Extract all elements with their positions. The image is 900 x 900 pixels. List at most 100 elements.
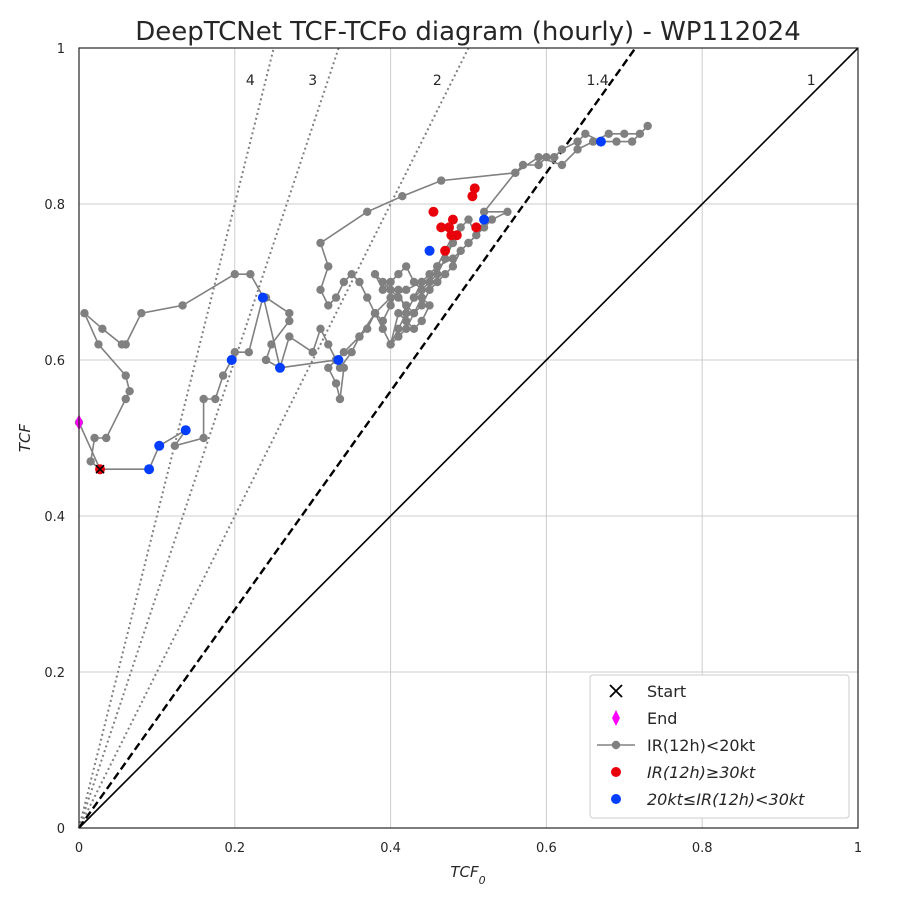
grey-point <box>218 371 228 380</box>
grey-point <box>80 309 89 318</box>
grey-point <box>464 215 473 224</box>
grey-point <box>178 301 187 310</box>
grey-point <box>635 129 645 138</box>
grey-point <box>394 293 403 302</box>
grey-point <box>199 394 208 404</box>
grey-point <box>386 277 395 287</box>
y-tick-label: 0.6 <box>44 354 65 369</box>
grey-point <box>612 137 621 146</box>
grey-point <box>308 348 317 357</box>
grey-point <box>117 340 127 349</box>
grey-point <box>199 433 208 443</box>
ratio-line-1 <box>78 47 859 829</box>
y-tick-label: 0 <box>57 822 65 837</box>
grey-point <box>417 277 426 287</box>
grey-point <box>137 309 146 318</box>
grey-point <box>581 129 590 138</box>
grey-point <box>479 207 489 216</box>
grey-point <box>503 207 512 216</box>
blue-point <box>154 440 165 451</box>
chart-title: DeepTCNet TCF-TCFo diagram (hourly) - WP… <box>135 17 801 47</box>
grey-point <box>378 316 388 326</box>
grey-point <box>417 293 426 302</box>
grey-point <box>370 309 380 318</box>
ratio-label: 2 <box>433 73 442 89</box>
grey-point <box>121 371 130 380</box>
grey-point <box>86 457 95 466</box>
grey-point <box>324 340 333 349</box>
grey-point <box>401 262 411 271</box>
blue-point <box>274 362 285 373</box>
x-tick-label: 0.2 <box>224 841 245 856</box>
grey-point <box>335 394 345 404</box>
grey-point <box>401 316 411 326</box>
grey-point <box>125 387 134 396</box>
grey-point <box>511 168 520 177</box>
blue-point <box>333 355 344 365</box>
legend-dot-icon <box>611 794 621 804</box>
grey-point <box>401 324 411 333</box>
ratio-label: 4 <box>246 73 255 89</box>
grey-point <box>394 309 403 318</box>
red-point <box>428 206 439 217</box>
data-markers <box>74 121 652 475</box>
legend-label: 20kt≤IR(12h)<30kt <box>647 790 805 809</box>
grey-point <box>355 332 364 341</box>
grey-point <box>409 309 419 318</box>
ratio-label: 1 <box>807 73 816 89</box>
grey-point <box>604 129 613 138</box>
grey-point <box>542 153 551 162</box>
grey-point <box>417 301 426 310</box>
y-tick-label: 0.4 <box>44 510 65 525</box>
grey-point <box>378 324 388 333</box>
grey-point <box>339 277 349 287</box>
grey-point <box>363 324 372 333</box>
grey-point <box>386 340 395 349</box>
grey-point <box>557 160 567 170</box>
grey-point <box>456 223 465 232</box>
red-point <box>436 222 447 233</box>
legend-label: IR(12h)≥30kt <box>647 763 756 782</box>
grey-point <box>347 270 356 279</box>
legend-label: IR(12h)<20kt <box>647 736 755 755</box>
grey-point <box>437 176 446 185</box>
ratio-label: 3 <box>308 73 317 89</box>
x-tick-label: 0.4 <box>380 841 401 856</box>
grey-point <box>627 137 637 146</box>
grey-point <box>102 433 111 443</box>
blue-point <box>180 425 191 436</box>
grey-point <box>246 270 255 279</box>
grey-point <box>394 270 403 279</box>
grey-point <box>211 394 220 404</box>
grey-point <box>394 324 403 333</box>
grey-point <box>355 277 364 287</box>
grey-point <box>518 160 528 170</box>
grey-point <box>456 246 465 255</box>
legend-start-icon <box>609 684 623 698</box>
ratio-line-2 <box>78 47 470 829</box>
grey-point <box>440 270 450 279</box>
grey-point <box>573 145 582 154</box>
grey-point <box>121 394 130 404</box>
grey-point <box>386 293 395 302</box>
grey-point <box>170 441 180 450</box>
y-axis-label: TCF <box>16 423 34 452</box>
grey-point <box>401 285 411 294</box>
grey-point <box>487 215 497 224</box>
ratio-label: 1.4 <box>586 73 608 89</box>
grey-point <box>378 285 388 294</box>
y-tick-label: 0.2 <box>44 666 65 681</box>
grey-point <box>331 379 341 388</box>
grey-point <box>448 262 458 271</box>
y-tick-label: 1 <box>57 42 65 57</box>
grey-point <box>620 129 629 138</box>
grey-point <box>316 238 325 248</box>
grey-point <box>440 254 450 263</box>
blue-point <box>226 355 237 365</box>
grey-point <box>433 277 442 287</box>
grey-point <box>425 270 434 279</box>
grey-point <box>573 137 582 146</box>
grey-point <box>331 293 341 302</box>
start-marker <box>95 464 105 474</box>
